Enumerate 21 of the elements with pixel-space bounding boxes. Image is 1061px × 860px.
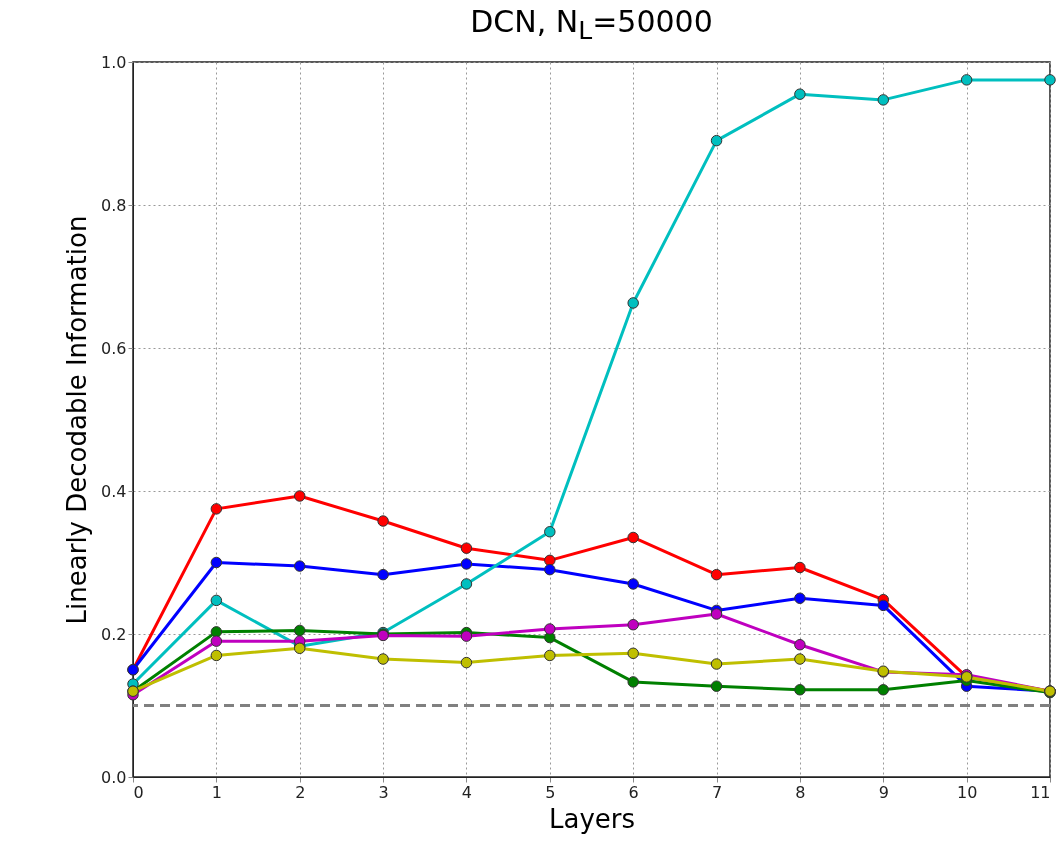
x-tick-label: 9: [878, 782, 889, 802]
y-tick-label: 0.0: [101, 767, 127, 787]
x-tick-label: 6: [628, 782, 639, 802]
x-tick-label: 2: [295, 782, 306, 802]
x-tick-label: 1: [211, 782, 222, 802]
x-tick-label: 11: [1030, 782, 1051, 802]
y-tick-label: 0.8: [101, 195, 127, 215]
y-axis-title: Linearly Decodable Information: [62, 215, 93, 625]
x-axis-title: Layers: [548, 803, 636, 834]
x-tick-label: 0: [133, 782, 144, 802]
y-tick-label: 1.0: [101, 52, 127, 72]
y-tick-label: 0.6: [101, 338, 127, 358]
y-tick-label: 0.2: [101, 624, 127, 644]
y-tick-label: 0.4: [101, 481, 127, 501]
x-tick-label: 5: [545, 782, 556, 802]
x-tick-label: 3: [378, 782, 389, 802]
x-tick-label: 4: [461, 782, 473, 802]
chart-title: DCN, N$_{L}$=50000: [469, 4, 714, 45]
x-tick-label: 10: [956, 782, 978, 802]
x-tick-label: 7: [711, 782, 723, 802]
x-tick-label: 8: [795, 782, 806, 802]
